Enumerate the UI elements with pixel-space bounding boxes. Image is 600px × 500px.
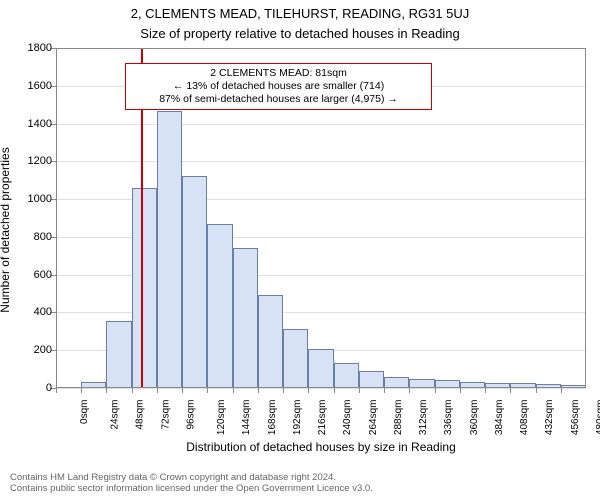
ytick-label: 1800 xyxy=(28,42,56,54)
xtick-label: 192sqm xyxy=(292,400,303,436)
xtick-mark xyxy=(283,388,284,393)
xtick-mark xyxy=(359,388,360,393)
histogram-bar xyxy=(283,329,308,388)
histogram-bar xyxy=(510,383,535,388)
ytick-label: 600 xyxy=(34,269,56,281)
annotation-line: 87% of semi-detached houses are larger (… xyxy=(132,93,424,106)
property-size-chart: 2, CLEMENTS MEAD, TILEHURST, READING, RG… xyxy=(0,0,600,500)
histogram-bar xyxy=(182,176,207,388)
xtick-label: 96sqm xyxy=(185,400,196,430)
x-axis-label: Distribution of detached houses by size … xyxy=(56,440,586,454)
ytick-label: 800 xyxy=(34,231,56,243)
plot-area: 020040060080010001200140016001800 2 CLEM… xyxy=(56,48,586,388)
footer-line-2: Contains public sector information licen… xyxy=(10,483,590,494)
xtick-mark xyxy=(510,388,511,393)
xtick-label: 480sqm xyxy=(595,400,600,436)
xtick-label: 264sqm xyxy=(368,400,379,436)
histogram-bar xyxy=(561,385,586,388)
ytick-label: 1000 xyxy=(28,193,56,205)
ytick-label: 400 xyxy=(34,306,56,318)
xtick-label: 336sqm xyxy=(443,400,454,436)
gridline xyxy=(56,388,586,389)
xtick-label: 408sqm xyxy=(519,400,530,436)
xtick-mark xyxy=(106,388,107,393)
xtick-mark xyxy=(435,388,436,393)
ytick-label: 1400 xyxy=(28,118,56,130)
chart-title: 2, CLEMENTS MEAD, TILEHURST, READING, RG… xyxy=(0,6,600,21)
histogram-bar xyxy=(384,377,409,388)
xtick-label: 456sqm xyxy=(570,400,581,436)
ytick-label: 0 xyxy=(46,382,56,394)
xtick-label: 48sqm xyxy=(135,400,146,430)
annotation-line: ← 13% of detached houses are smaller (71… xyxy=(132,80,424,93)
xtick-mark xyxy=(207,388,208,393)
xtick-mark xyxy=(182,388,183,393)
xtick-label: 216sqm xyxy=(317,400,328,436)
xtick-mark xyxy=(258,388,259,393)
xtick-mark xyxy=(460,388,461,393)
histogram-bar xyxy=(308,349,333,388)
xtick-label: 240sqm xyxy=(342,400,353,436)
histogram-bar xyxy=(106,321,131,388)
xtick-label: 288sqm xyxy=(393,400,404,436)
xtick-label: 384sqm xyxy=(494,400,505,436)
annotation-box: 2 CLEMENTS MEAD: 81sqm← 13% of detached … xyxy=(125,63,431,110)
ytick-label: 1600 xyxy=(28,80,56,92)
histogram-bar xyxy=(435,380,460,388)
xtick-mark xyxy=(334,388,335,393)
chart-subtitle: Size of property relative to detached ho… xyxy=(0,26,600,41)
xtick-label: 432sqm xyxy=(544,400,555,436)
annotation-line: 2 CLEMENTS MEAD: 81sqm xyxy=(132,67,424,80)
footer-line-1: Contains HM Land Registry data © Crown c… xyxy=(10,472,590,483)
histogram-bar xyxy=(536,384,561,388)
xtick-mark xyxy=(308,388,309,393)
xtick-mark xyxy=(384,388,385,393)
xtick-mark xyxy=(157,388,158,393)
xtick-mark xyxy=(409,388,410,393)
xtick-mark xyxy=(56,388,57,393)
histogram-bar xyxy=(132,188,157,388)
histogram-bar xyxy=(233,248,258,388)
xtick-mark xyxy=(132,388,133,393)
xtick-mark xyxy=(81,388,82,393)
xtick-mark xyxy=(485,388,486,393)
xtick-label: 312sqm xyxy=(418,400,429,436)
xtick-label: 24sqm xyxy=(110,400,121,430)
xtick-mark xyxy=(536,388,537,393)
histogram-bar xyxy=(258,295,283,389)
histogram-bar xyxy=(409,379,434,388)
xtick-mark xyxy=(233,388,234,393)
xtick-label: 144sqm xyxy=(242,400,253,436)
xtick-label: 360sqm xyxy=(469,400,480,436)
histogram-bar xyxy=(334,363,359,388)
ytick-label: 200 xyxy=(34,344,56,356)
ytick-label: 1200 xyxy=(28,155,56,167)
histogram-bar xyxy=(460,382,485,388)
xtick-mark xyxy=(561,388,562,393)
histogram-bar xyxy=(81,382,106,388)
xtick-label: 168sqm xyxy=(267,400,278,436)
histogram-bar xyxy=(207,224,232,388)
histogram-bar xyxy=(485,383,510,388)
xtick-label: 72sqm xyxy=(160,400,171,430)
histogram-bar xyxy=(157,111,182,388)
footer-attribution: Contains HM Land Registry data © Crown c… xyxy=(10,472,590,494)
xtick-label: 0sqm xyxy=(79,400,90,424)
histogram-bar xyxy=(359,371,384,388)
xtick-label: 120sqm xyxy=(216,400,227,436)
y-axis-label: Number of detached properties xyxy=(0,65,12,230)
